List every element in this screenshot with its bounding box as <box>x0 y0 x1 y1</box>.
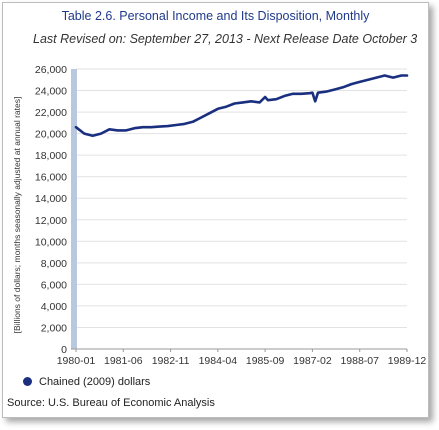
y-tick-label: 6,000 <box>41 279 67 291</box>
source-note: Source: U.S. Bureau of Economic Analysis <box>7 397 215 409</box>
series-layer <box>74 74 409 138</box>
y-axis: 0 2,000 4,000 6,000 8,000 10,000 12,000 14,000 1… <box>35 64 77 356</box>
y-tick-label: 4,000 <box>41 301 67 313</box>
legend[interactable]: Chained (2009) dollars <box>23 376 150 390</box>
x-tick-label: 1981-06 <box>104 355 143 367</box>
x-tick-label: 1984-04 <box>199 355 238 367</box>
y-tick-label: 22,000 <box>35 107 67 119</box>
y-tick-label: 18,000 <box>35 150 67 162</box>
y-tick-label: 2,000 <box>41 322 67 334</box>
line-chart: 0 2,000 4,000 6,000 8,000 10,000 12,000 14,000 1… <box>12 64 427 367</box>
chart-frame: Table 2.6. Personal Income and Its Dispo… <box>2 2 429 418</box>
y-tick-label: 10,000 <box>35 236 67 248</box>
chart-subtitle: Last Revised on: September 27, 2013 - Ne… <box>33 32 418 46</box>
y-tick-label: 12,000 <box>35 215 67 227</box>
chart-title: Table 2.6. Personal Income and Its Dispo… <box>61 9 370 23</box>
x-tick-label: 1987-02 <box>293 355 332 367</box>
y-tick-label: 16,000 <box>35 172 67 184</box>
y-tick-label: 0 <box>61 344 67 356</box>
x-tick-label: 1982-11 <box>152 355 190 367</box>
x-tick-label: 1988-07 <box>340 355 379 367</box>
y-tick-label: 14,000 <box>35 193 67 205</box>
gridlines <box>76 68 407 350</box>
y-tick-label: 26,000 <box>35 64 67 76</box>
x-tick-label: 1980-01 <box>57 355 96 367</box>
y-tick-label: 20,000 <box>35 129 67 141</box>
y-axis-label: [Billions of dollars; months seasonally … <box>12 97 22 334</box>
y-tick-label: 8,000 <box>41 258 67 270</box>
y-tick-label: 24,000 <box>35 86 67 98</box>
series-line <box>74 74 409 138</box>
x-tick-label: 1985-09 <box>246 355 285 367</box>
legend-label: Chained (2009) dollars <box>39 376 151 388</box>
legend-marker-icon <box>23 376 32 386</box>
x-tick-label: 1989-12 <box>388 355 427 367</box>
y-axis-bar <box>71 69 77 349</box>
x-axis: 1980-01 1981-06 1982-11 1984-04 1985-09 1987-… <box>57 348 427 367</box>
